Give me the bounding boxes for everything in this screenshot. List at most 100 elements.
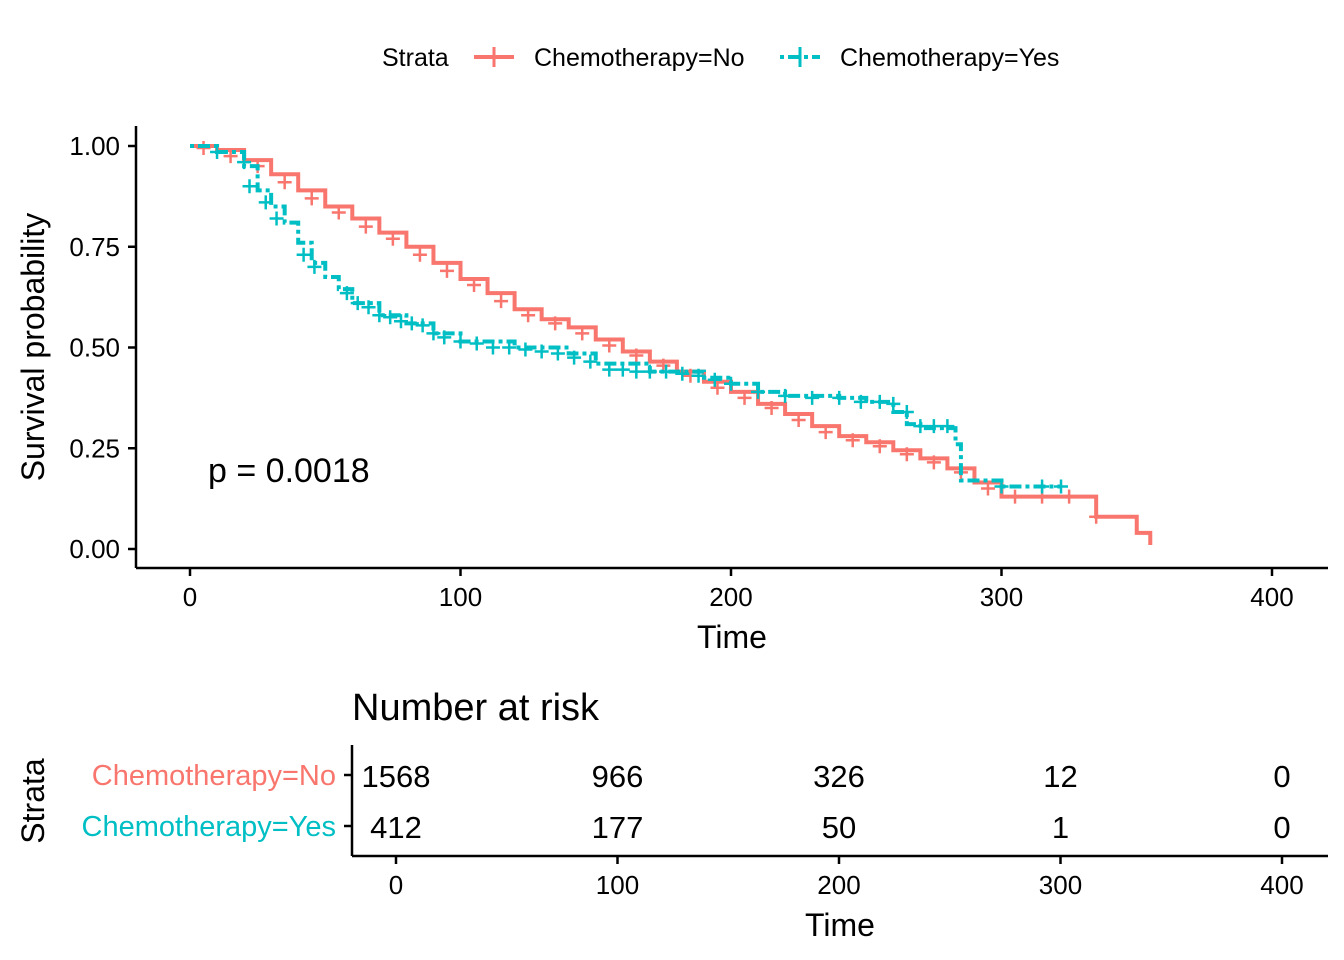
- censor-mark: [534, 344, 549, 359]
- risk-cell: 1: [1052, 810, 1069, 845]
- series-chemo-yes: [190, 144, 1069, 494]
- legend-label-yes: Chemotherapy=Yes: [840, 44, 1059, 72]
- censor-mark: [1008, 489, 1023, 504]
- risk-cell: 50: [822, 810, 856, 845]
- y-tick-label: 0.75: [69, 232, 120, 262]
- censor-mark: [602, 338, 617, 353]
- censor-mark: [980, 481, 995, 496]
- censor-mark: [707, 372, 722, 387]
- risk-x-tick-label: 300: [1039, 870, 1082, 900]
- risk-cell: 1568: [362, 759, 431, 794]
- y-tick-label: 0.25: [69, 433, 120, 463]
- censor-mark: [358, 219, 373, 234]
- censor-mark: [196, 141, 211, 156]
- censor-mark: [615, 362, 630, 377]
- risk-cell: 966: [592, 759, 644, 794]
- censor-mark: [872, 394, 887, 409]
- risk-x-tick-label: 200: [817, 870, 860, 900]
- censor-mark: [469, 336, 484, 351]
- censor-mark: [437, 330, 452, 345]
- censor-mark: [331, 205, 346, 220]
- censor-mark: [926, 455, 941, 470]
- series-chemo-no: [190, 141, 1153, 545]
- censor-mark: [223, 149, 238, 164]
- y-tick-label: 0.50: [69, 333, 120, 363]
- censor-mark: [439, 263, 454, 278]
- censor-mark: [778, 388, 793, 403]
- legend: Strata Chemotherapy=No Chemotherapy=Yes: [382, 44, 1059, 72]
- risk-rows: Chemotherapy=No 1568 966 326 12 0Chemotherapy…: [82, 759, 1291, 845]
- censor-mark: [899, 404, 914, 419]
- x-axis-label: Time: [697, 619, 767, 655]
- censor-mark: [412, 247, 427, 262]
- censor-mark: [805, 390, 820, 405]
- censor-mark: [642, 364, 657, 379]
- censor-mark: [872, 439, 887, 454]
- risk-table-title: Number at risk: [352, 687, 600, 729]
- x-tick-label: 300: [980, 582, 1023, 612]
- censor-mark: [691, 368, 706, 383]
- x-tick-label: 0: [183, 582, 197, 612]
- censor-mark: [791, 413, 806, 428]
- censor-mark: [304, 191, 319, 206]
- risk-cell: 177: [592, 810, 644, 845]
- censor-mark: [485, 340, 500, 355]
- legend-title: Strata: [382, 44, 449, 72]
- survival-curves: [190, 141, 1153, 545]
- censor-mark: [307, 259, 322, 274]
- risk-cell: 0: [1273, 810, 1290, 845]
- censor-mark: [602, 362, 617, 377]
- censor-mark: [940, 419, 955, 434]
- censor-mark: [832, 390, 847, 405]
- censor-mark: [764, 400, 779, 415]
- y-tick-label: 1.00: [69, 131, 120, 161]
- censor-mark: [994, 479, 1009, 494]
- risk-x-tick-label: 0: [389, 870, 403, 900]
- censor-mark: [751, 384, 766, 399]
- censor-mark: [453, 334, 468, 349]
- risk-cell: 326: [813, 759, 865, 794]
- censor-mark: [277, 175, 292, 190]
- censor-mark: [550, 346, 565, 361]
- x-tick-label: 200: [709, 582, 752, 612]
- censor-mark: [426, 326, 441, 341]
- risk-y-axis-label: Strata: [15, 758, 51, 844]
- censor-mark: [1062, 489, 1077, 504]
- censor-mark: [818, 425, 833, 440]
- risk-cell: 12: [1043, 759, 1077, 794]
- censor-mark: [210, 145, 225, 160]
- p-value-annotation: p = 0.0018: [208, 452, 370, 490]
- censor-mark: [467, 278, 482, 293]
- risk-row-chemo-no: Chemotherapy=No 1568 966 326 12 0: [92, 759, 1291, 794]
- legend-item-chemo-no: Chemotherapy=No: [474, 44, 745, 72]
- censor-mark: [521, 308, 536, 323]
- risk-x-axis-label: Time: [805, 907, 875, 943]
- risk-table: Number at risk Chemotherapy=No 1568 966 326…: [15, 687, 1328, 943]
- censor-mark: [494, 294, 509, 309]
- censor-mark: [629, 364, 644, 379]
- censor-mark: [361, 300, 376, 315]
- risk-row-label: Chemotherapy=No: [92, 760, 336, 792]
- censor-mark: [242, 179, 257, 194]
- y-tick-label: 0.00: [69, 534, 120, 564]
- censor-mark: [853, 394, 868, 409]
- risk-cell: 0: [1273, 759, 1290, 794]
- censor-mark: [296, 247, 311, 262]
- risk-x-tick-label: 400: [1260, 870, 1303, 900]
- censor-mark: [415, 318, 430, 333]
- survival-plot: 0.00 0.25 0.50 0.75 1.00 0 100 200 300 400 p = 0…: [15, 126, 1328, 655]
- risk-cell: 412: [370, 810, 422, 845]
- risk-row-chemo-yes: Chemotherapy=Yes 412 177 50 1 0: [82, 810, 1291, 845]
- censor-mark: [258, 195, 273, 210]
- censor-mark: [393, 314, 408, 329]
- censor-mark: [724, 376, 738, 391]
- censor-mark: [1089, 509, 1104, 524]
- censor-mark: [567, 350, 582, 365]
- censor-mark: [385, 231, 400, 246]
- censor-mark: [339, 286, 354, 301]
- censor-mark: [383, 310, 398, 325]
- survival-curve: [190, 144, 1062, 489]
- x-tick-label: 400: [1250, 582, 1293, 612]
- censor-mark: [845, 433, 860, 448]
